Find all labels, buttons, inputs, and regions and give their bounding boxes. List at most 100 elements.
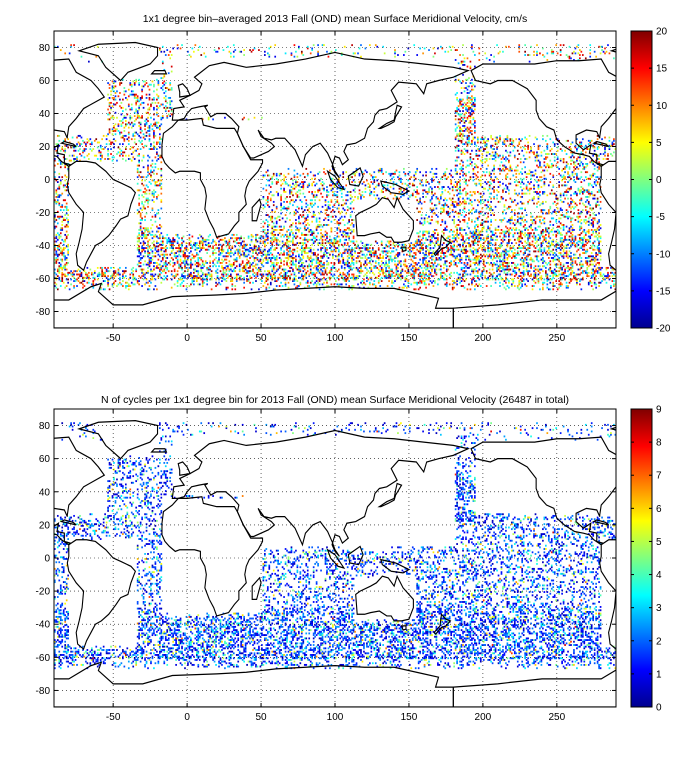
data-bin <box>222 243 225 246</box>
data-bin <box>524 209 526 212</box>
data-bin <box>147 233 149 236</box>
data-bin <box>181 273 183 276</box>
data-bin <box>373 253 376 256</box>
data-bin <box>567 285 569 287</box>
data-bin <box>410 250 413 253</box>
data-bin <box>124 266 127 269</box>
data-bin <box>187 273 189 276</box>
data-bin <box>558 220 560 223</box>
data-bin <box>369 257 371 259</box>
data-bin <box>225 286 228 289</box>
data-bin <box>327 240 330 243</box>
data-bin <box>264 238 266 241</box>
data-bin <box>335 237 337 240</box>
data-bin <box>570 243 572 246</box>
data-bin <box>295 263 297 266</box>
data-bin <box>348 275 350 278</box>
data-bin <box>429 209 432 212</box>
data-bin <box>264 270 266 273</box>
data-bin <box>123 270 126 273</box>
data-bin <box>490 242 492 245</box>
data-bin <box>272 225 275 228</box>
data-bin <box>459 258 461 261</box>
data-bin <box>348 266 350 269</box>
data-bin <box>182 255 185 258</box>
data-bin <box>510 250 513 253</box>
data-bin <box>228 242 231 245</box>
data-bin <box>261 252 263 254</box>
data-bin <box>269 217 272 220</box>
data-bin <box>101 273 104 276</box>
data-bin <box>500 220 503 223</box>
data-bin <box>555 270 558 273</box>
data-bin <box>485 229 488 231</box>
data-bin <box>213 263 216 266</box>
data-bin <box>434 270 436 273</box>
map-panel-1: 1x1 degree bin–averaged 2013 Fall (OND) … <box>36 13 671 344</box>
data-bin <box>209 233 211 236</box>
data-bin <box>269 260 272 263</box>
data-bin <box>547 268 550 271</box>
data-bin <box>145 229 148 231</box>
data-bin <box>528 250 531 253</box>
data-bin <box>308 210 311 213</box>
data-bin <box>272 273 275 276</box>
data-bin <box>142 233 145 236</box>
data-bin <box>298 285 300 287</box>
data-bin <box>389 252 392 254</box>
data-bin <box>571 237 574 240</box>
data-bin <box>136 212 139 215</box>
data-bin <box>144 242 146 245</box>
data-bin <box>184 276 186 279</box>
data-bin <box>574 235 577 238</box>
data-bin <box>463 220 466 223</box>
data-bin <box>534 229 537 231</box>
data-bin <box>494 257 497 259</box>
data-bin <box>488 253 491 256</box>
data-bin <box>576 257 578 259</box>
data-bin <box>302 242 305 245</box>
data-bin <box>377 258 380 261</box>
data-bin <box>533 245 535 248</box>
data-bin <box>289 212 291 215</box>
data-bin <box>181 275 183 278</box>
data-bin <box>148 247 151 249</box>
data-bin <box>450 263 453 266</box>
data-bin <box>589 222 592 225</box>
data-bin <box>299 248 302 251</box>
data-bin <box>388 273 390 276</box>
data-bin <box>482 262 485 264</box>
data-bin <box>496 238 498 241</box>
data-bin <box>545 212 547 215</box>
data-bin <box>194 242 197 245</box>
data-bin <box>80 275 83 278</box>
data-bin <box>434 262 436 264</box>
data-bin <box>518 229 521 231</box>
data-bin <box>574 237 577 240</box>
data-bin <box>587 224 590 226</box>
data-bin <box>305 224 308 226</box>
data-bin <box>419 281 421 284</box>
data-bin <box>133 278 136 281</box>
data-bin <box>438 268 441 271</box>
data-bin <box>530 266 532 269</box>
data-bin <box>289 232 291 235</box>
data-bin <box>83 276 86 279</box>
data-bin <box>614 271 616 274</box>
data-bin <box>423 281 426 284</box>
data-bin <box>303 286 306 289</box>
data-bin <box>377 281 380 284</box>
data-bin <box>562 248 565 251</box>
data-bin <box>576 263 578 266</box>
data-bin <box>164 262 167 264</box>
data-bin <box>579 273 581 276</box>
data-bin <box>425 271 427 274</box>
data-bin <box>423 283 426 286</box>
data-bin <box>163 263 166 266</box>
data-bin <box>148 288 151 291</box>
data-bin <box>451 283 454 286</box>
data-bin <box>497 278 500 281</box>
data-bin <box>565 245 568 248</box>
data-bin <box>450 245 453 248</box>
data-bin <box>265 280 268 282</box>
